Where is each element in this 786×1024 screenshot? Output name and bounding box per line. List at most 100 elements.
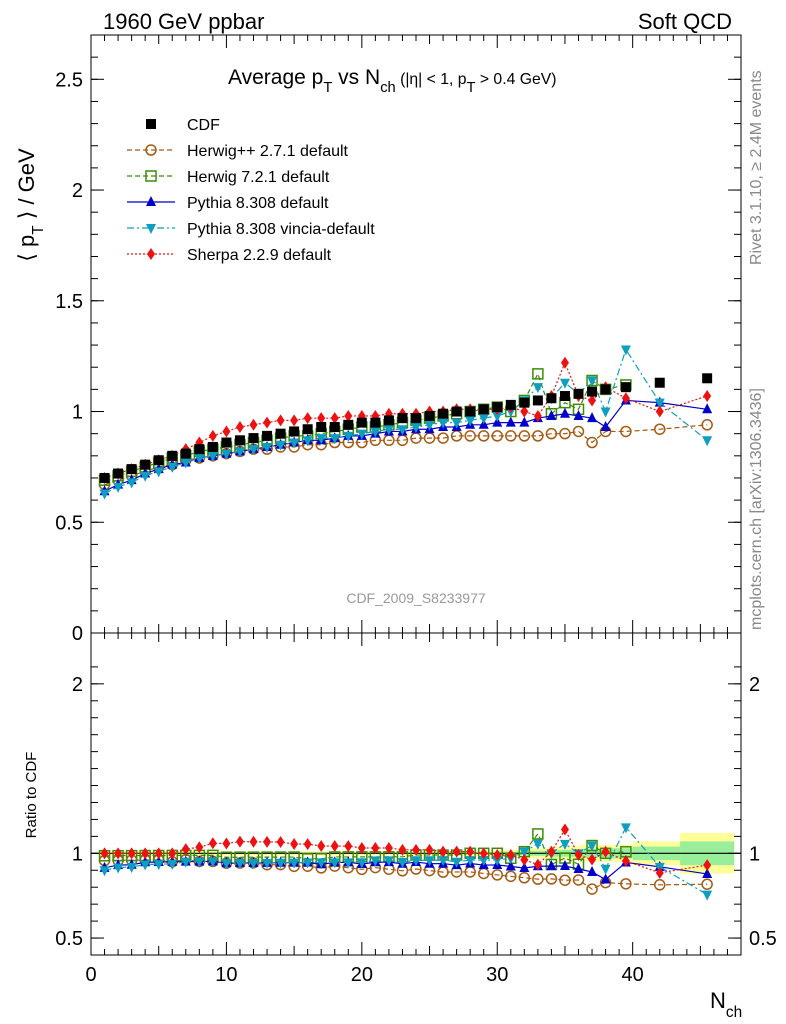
data-point [438,408,449,419]
ratio-data-point [505,870,517,883]
ratio-y-tick-label-right: 1 [749,843,760,865]
data-point [99,472,110,483]
ratio-data-point [424,856,435,867]
data-point [546,393,557,404]
ratio-data-point [344,840,353,853]
ratio-data-point [114,847,123,860]
data-point [113,482,124,493]
ratio-data-point [466,845,475,858]
data-point [654,377,665,388]
y-tick-label: 0 [72,623,83,645]
data-point [573,409,584,420]
data-point [600,421,611,432]
data-point [586,436,598,449]
ratio-data-point [167,859,178,870]
data-point [702,436,713,447]
data-point [702,373,713,384]
x-tick-label: 40 [622,964,644,986]
data-point [703,390,712,403]
data-point [222,425,231,438]
data-point [249,418,258,431]
data-point [221,437,232,448]
data-point [343,431,354,442]
ratio-data-point [262,858,273,869]
ratio-data-point [546,860,557,871]
ratio-data-point [600,873,611,884]
ratio-data-point [559,859,570,870]
data-point [491,430,503,442]
data-point [126,478,137,489]
ratio-data-point [316,858,327,869]
ratio-data-point [587,841,598,852]
data-point [464,430,476,442]
ratio-data-point [398,843,407,856]
ratio-data-point [438,856,449,867]
ratio-data-point [371,841,380,854]
data-point [505,430,517,442]
data-point [194,454,205,465]
legend-label: Pythia 8.308 vincia-default [187,221,375,238]
ratio-data-point [532,839,543,850]
mcplots-reference-label: mcplots.cern.ch [arXiv:1306.3436] [748,388,765,630]
data-point [424,410,435,421]
legend-marker [145,144,157,156]
ratio-data-point [168,847,177,860]
data-point [126,464,137,475]
ratio-data-point [329,858,340,869]
data-point [519,397,530,408]
ratio-data-point [248,858,259,869]
ratio-data-point [655,866,664,879]
data-point [559,407,570,418]
data-point [302,436,313,447]
data-point [559,427,571,440]
data-point [235,421,244,434]
data-point [620,345,631,356]
data-point [518,430,531,442]
series-line [104,348,708,495]
data-point [263,416,272,429]
ratio-data-point [411,856,421,867]
data-point [587,412,598,423]
data-point [208,429,217,442]
data-point [397,413,408,424]
data-point [303,412,312,425]
ratio-data-point [620,823,631,834]
ratio-data-point [491,869,503,881]
data-point [588,394,597,407]
data-point [397,425,408,436]
data-point [478,404,489,415]
x-axis-title: Nch [710,988,742,1021]
ratio-data-point [154,847,163,860]
ratio-plot-panel: Ratio to CDF 0.5 0.5 1 1 2 2 [23,632,777,956]
data-point [316,434,327,445]
rivet-version-label: Rivet 3.1.10, ≥ 2.4M events [748,70,765,265]
data-point [99,489,110,500]
legend-marker [146,196,156,206]
data-point [221,449,232,460]
data-point [532,368,544,380]
ratio-y-tick-label: 0.5 [55,928,83,950]
ratio-data-point [439,845,448,858]
data-point [451,406,462,417]
ratio-data-point [370,856,381,867]
data-point [600,384,611,395]
ratio-data-point [506,848,515,861]
data-point [167,462,178,473]
ratio-data-point [195,841,204,854]
y-tick-label: 1.5 [55,291,83,313]
legend: CDF Herwig++ 2.7.1 default Herwig 7.2.1 de… [127,117,375,264]
x-tick-label: 0 [85,964,96,986]
ratio-data-point [141,847,150,860]
legend-label: CDF [187,117,220,134]
data-point [465,416,476,427]
ratio-y-tick-label: 2 [72,674,83,696]
data-point [532,383,543,394]
data-point [207,441,218,452]
ratio-data-point [518,872,531,884]
ratio-series-line [104,832,626,866]
ratio-series-5 [100,823,712,879]
legend-marker [146,224,156,234]
ratio-data-point [126,863,137,874]
data-point [370,417,381,428]
data-point [411,413,421,424]
